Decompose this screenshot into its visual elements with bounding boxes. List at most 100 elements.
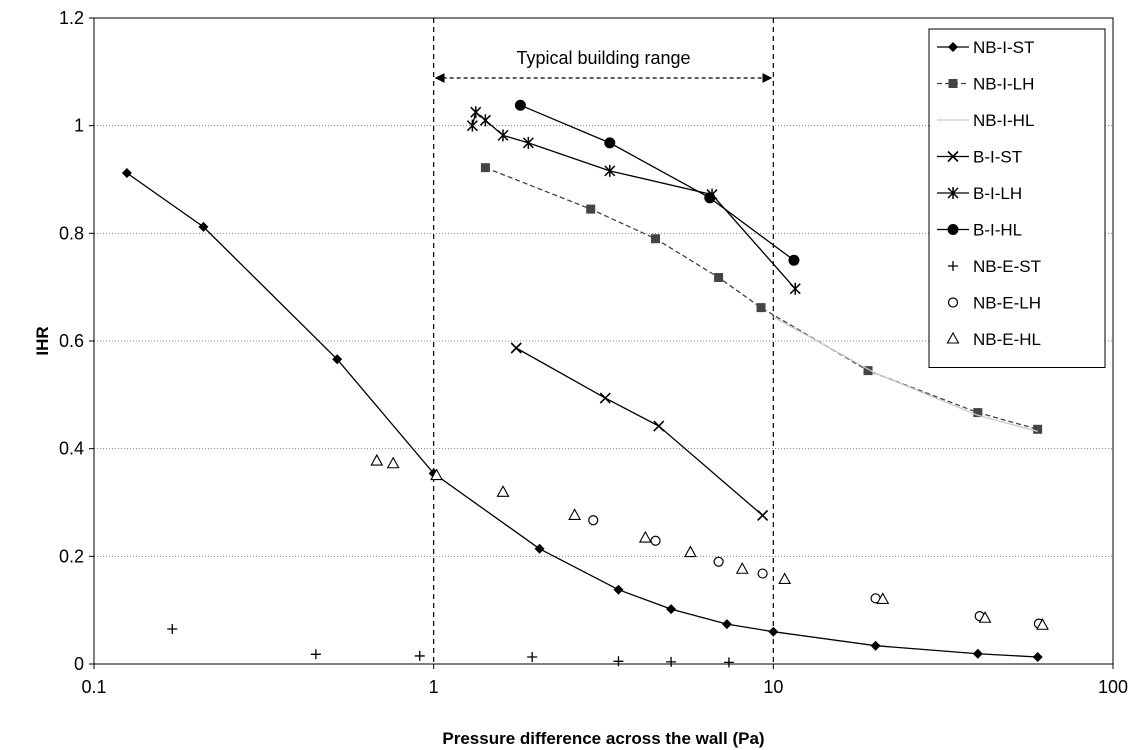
- data-point: [198, 221, 209, 232]
- series-nb-e-st: [167, 624, 734, 668]
- x-tick-label: 0.1: [81, 677, 106, 697]
- data-point: [414, 650, 425, 661]
- data-point: [768, 626, 779, 637]
- data-point: [586, 204, 596, 214]
- legend-label: B-I-HL: [973, 221, 1022, 240]
- series-nb-i-lh: [480, 163, 1043, 434]
- data-point: [778, 572, 792, 585]
- data-point: [599, 392, 611, 404]
- data-point: [666, 656, 677, 667]
- y-tick-label: 1.2: [59, 8, 84, 28]
- data-point: [613, 584, 624, 595]
- legend-label: NB-I-HL: [973, 111, 1034, 130]
- legend-label: NB-E-ST: [973, 257, 1041, 276]
- axis-ticks: 0 0.2 0.4 0.6 0.8 1 1.2 0.1 1 10 100: [59, 8, 1128, 697]
- data-point: [704, 192, 716, 204]
- data-point: [613, 656, 624, 667]
- data-point: [653, 420, 665, 432]
- y-tick-label: 0: [74, 654, 84, 674]
- data-point: [973, 408, 983, 418]
- series-b-i-st: [510, 342, 769, 521]
- legend-item: NB-E-HL: [946, 330, 1041, 349]
- data-point: [789, 282, 801, 295]
- legend-box: [928, 28, 1106, 368]
- legend-item: NB-I-HL: [937, 111, 1034, 130]
- data-point: [683, 545, 697, 558]
- data-point: [527, 652, 538, 663]
- data-point: [650, 535, 661, 546]
- series-line: [773, 316, 1038, 433]
- legend-marker: [948, 42, 958, 52]
- x-axis-title: Pressure difference across the wall (Pa): [442, 729, 764, 748]
- data-point: [713, 556, 724, 567]
- y-tick-label: 0.2: [59, 546, 84, 566]
- series-line: [485, 167, 1038, 430]
- data-point: [588, 515, 599, 526]
- legend-marker: [948, 261, 958, 271]
- data-point: [470, 106, 482, 119]
- x-tick-label: 100: [1098, 677, 1128, 697]
- data-point: [604, 137, 616, 149]
- x-tick-label: 10: [763, 677, 783, 697]
- series-nb-i-hl: [773, 316, 1038, 433]
- legend-marker: [947, 187, 959, 199]
- data-point: [972, 648, 983, 659]
- data-point: [1036, 618, 1049, 630]
- data-point: [757, 568, 768, 579]
- data-point: [522, 136, 534, 149]
- data-point: [1033, 424, 1043, 434]
- y-tick-label: 0.6: [59, 331, 84, 351]
- data-point: [479, 114, 491, 127]
- data-point: [386, 456, 400, 469]
- legend-label: NB-I-LH: [973, 75, 1034, 94]
- legend-label: NB-E-HL: [973, 330, 1041, 349]
- data-point: [121, 168, 132, 179]
- legend-marker: [947, 297, 959, 308]
- data-point: [568, 508, 582, 520]
- y-tick-label: 0.8: [59, 223, 84, 243]
- data-point: [430, 468, 444, 481]
- legend-item: NB-I-LH: [937, 75, 1034, 94]
- data-point: [1032, 652, 1043, 663]
- data-point: [978, 611, 992, 623]
- legend-marker: [947, 150, 959, 163]
- data-point: [723, 657, 734, 668]
- legend-item: NB-E-LH: [947, 294, 1041, 313]
- legend-marker: [946, 331, 960, 344]
- series-nb-e-hl: [370, 453, 1049, 630]
- data-point: [714, 272, 724, 282]
- series-b-i-hl: [514, 99, 800, 266]
- data-point: [604, 164, 616, 177]
- y-axis-title: IHR: [33, 326, 52, 355]
- legend-label: B-I-ST: [973, 148, 1022, 167]
- legend-marker: [947, 224, 959, 235]
- data-point: [666, 604, 677, 615]
- data-point: [863, 366, 873, 376]
- data-point: [756, 303, 766, 313]
- data-point: [638, 530, 652, 543]
- data-point: [651, 234, 661, 244]
- series-b-i-lh: [466, 106, 801, 295]
- legend-label: B-I-LH: [973, 184, 1022, 203]
- series-line: [515, 347, 764, 516]
- data-point: [167, 624, 178, 635]
- data-point: [496, 485, 510, 497]
- legend: NB-I-ST NB-I-LH NB-I-HL B-I-ST B-I-LH B-I-HL N…: [928, 28, 1106, 368]
- data-point: [788, 254, 800, 266]
- series-layer: [121, 99, 1049, 668]
- legend-item: B-I-ST: [937, 148, 1022, 167]
- data-point: [876, 592, 890, 604]
- data-point: [332, 354, 343, 365]
- data-point: [370, 453, 384, 466]
- legend-item: NB-I-ST: [937, 38, 1034, 57]
- series-line: [471, 111, 796, 290]
- typical-range-annotation: Typical building range: [434, 48, 773, 83]
- data-point: [534, 543, 545, 554]
- legend-item: NB-E-ST: [948, 257, 1041, 276]
- data-point: [310, 649, 321, 660]
- x-tick-label: 1: [429, 677, 439, 697]
- y-tick-label: 1: [74, 116, 84, 136]
- series-line: [520, 104, 795, 261]
- data-point: [514, 99, 526, 111]
- data-point: [757, 509, 769, 521]
